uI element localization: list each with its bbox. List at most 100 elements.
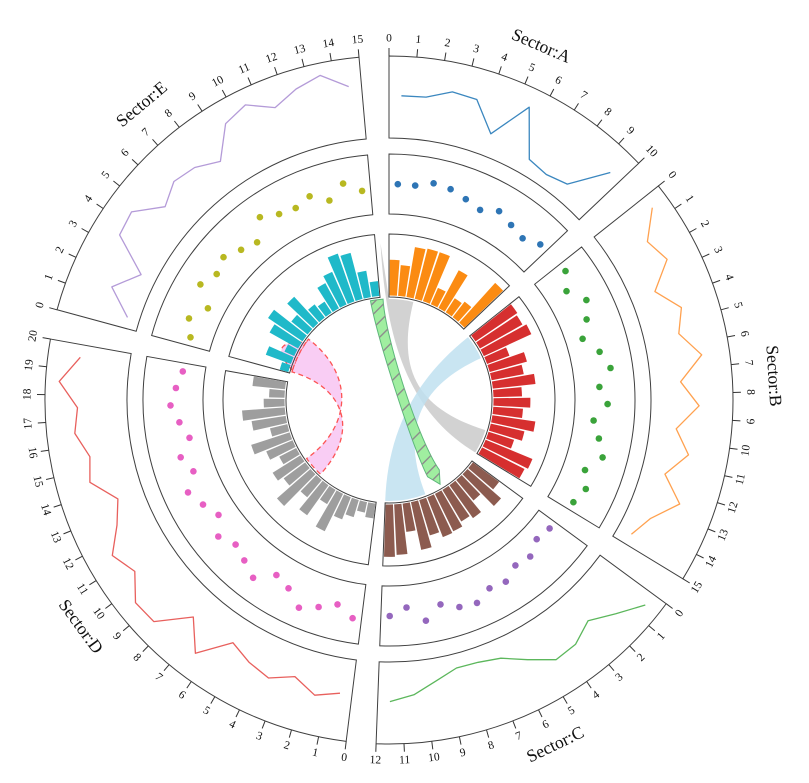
tick-label: 0: [34, 301, 47, 310]
tick-label: 14: [38, 502, 53, 517]
bar: [291, 314, 313, 335]
bar: [471, 304, 518, 342]
bar: [491, 415, 536, 432]
tick-label: 10: [210, 74, 226, 90]
sector-E-line: [111, 74, 349, 318]
bar: [493, 387, 523, 398]
scatter-point: [306, 193, 313, 200]
tick-label: 14: [703, 554, 719, 570]
bar: [492, 406, 523, 419]
scatter-point: [456, 603, 463, 611]
scatter-point: [220, 253, 227, 261]
tick-label: 16: [25, 446, 39, 459]
bar: [398, 265, 411, 297]
scatter-point: [295, 604, 303, 611]
bar: [263, 398, 285, 408]
scatter-point: [526, 553, 534, 560]
link-E-C: [369, 298, 441, 486]
tick-label: 7: [514, 730, 524, 743]
bar: [276, 468, 316, 506]
tick-label: 1: [655, 630, 668, 642]
bar: [410, 500, 432, 550]
sector-D-line: [58, 356, 341, 696]
bar: [445, 298, 462, 317]
bar: [488, 423, 525, 441]
scatter-point: [386, 612, 394, 620]
tick-label: 6: [738, 330, 751, 338]
tick-label: 20: [26, 329, 40, 343]
sector-C-label: Sector:C: [523, 722, 587, 767]
bar: [487, 352, 527, 373]
tick-label: 11: [237, 61, 252, 77]
bar: [308, 304, 325, 323]
scatter-point: [167, 402, 174, 409]
bar: [482, 439, 533, 469]
scatter-point: [583, 296, 590, 304]
bar: [430, 287, 446, 308]
tick-label: 2: [54, 245, 67, 255]
scatter-point: [502, 578, 510, 585]
bar: [434, 490, 463, 532]
bar: [272, 455, 305, 481]
tick-label: 6: [553, 74, 564, 87]
bar: [489, 364, 524, 381]
scatter-point: [285, 585, 292, 592]
scatter-point: [533, 535, 540, 543]
tick-label: 0: [665, 169, 678, 181]
sector-A: 0 1 2 3 4 5 6 789 10 Sector:A: [386, 24, 660, 330]
sector-B-line-track: [593, 185, 734, 580]
bar: [406, 247, 426, 299]
scatter-point: [403, 604, 410, 611]
bar: [269, 324, 302, 349]
tick-label: 4: [500, 51, 510, 64]
link-E-D: [291, 338, 344, 476]
sector-A-line-track: [388, 55, 640, 221]
tick-label: 8: [487, 739, 496, 752]
tick-label: 2: [282, 739, 291, 752]
bar: [422, 252, 450, 304]
scatter-point: [326, 197, 333, 204]
tick-label: 4: [722, 273, 735, 283]
tick-label: 1: [43, 272, 56, 282]
scatter-point: [190, 468, 197, 475]
sector-D-line-track: [44, 338, 357, 742]
bar: [449, 480, 481, 519]
bar: [340, 252, 363, 301]
scatter-point: [204, 305, 212, 312]
tick-label: 10: [427, 751, 440, 764]
tick-label: 11: [734, 472, 748, 486]
bar: [402, 502, 416, 532]
bar: [300, 475, 322, 498]
sector-A-scatter: [394, 180, 544, 248]
tick-label: 0: [386, 33, 392, 45]
scatter-point: [411, 182, 419, 189]
scatter-point: [273, 571, 280, 579]
scatter-point: [241, 557, 248, 564]
bar: [283, 462, 310, 486]
scatter-point: [562, 267, 569, 275]
bar: [317, 301, 332, 317]
tick-label: 7: [140, 126, 153, 139]
scatter-point: [292, 204, 300, 212]
bar: [251, 415, 288, 431]
scatter-point: [570, 498, 577, 506]
scatter-point: [595, 435, 603, 442]
sector-A-label: Sector:A: [509, 24, 574, 67]
scatter-point: [462, 195, 470, 203]
sector-D-scatter: [167, 368, 356, 622]
bar: [251, 432, 293, 455]
tick-label: 0: [673, 608, 686, 620]
tick-label: 7: [578, 89, 590, 102]
tick-label: 12: [60, 556, 76, 572]
tick-label: 15: [351, 34, 364, 47]
sector-E-label: Sector:E: [112, 77, 171, 131]
bar: [317, 283, 339, 312]
sector-A-ticks: 0 1 2 3 4 5 6 789 10: [386, 33, 660, 164]
bar: [480, 324, 532, 357]
tick-label: 8: [744, 389, 756, 395]
sector-E-line-track: [56, 56, 367, 332]
